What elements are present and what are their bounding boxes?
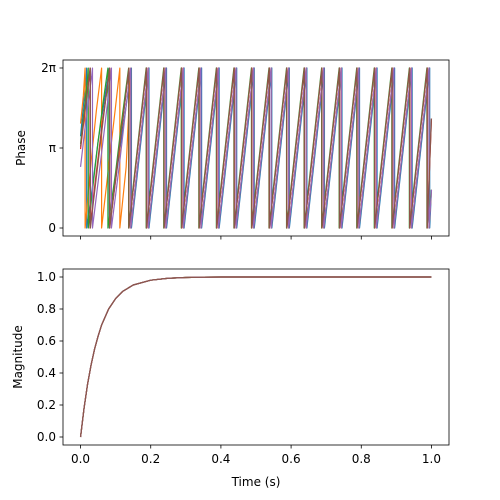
magnitude-ytick-label-2: 0.4 xyxy=(37,366,56,380)
phase-series-group xyxy=(79,67,433,229)
magnitude-xtick-label-3: 0.6 xyxy=(282,452,301,466)
magnitude-ytick-label-4: 0.8 xyxy=(37,302,56,316)
magnitude-ticks: 0.0 0.2 0.4 0.6 0.8 1.0 0.0 0.2 0.4 0.6 0.8 1.0 xyxy=(37,270,441,466)
magnitude-xtick-label-4: 0.8 xyxy=(352,452,371,466)
magnitude-panel: 0.0 0.2 0.4 0.6 0.8 1.0 0.0 0.2 0.4 0.6 0.8 1.0 Mag… xyxy=(11,268,450,489)
time-xlabel: Time (s) xyxy=(231,475,281,489)
magnitude-axes-frame xyxy=(62,268,450,446)
magnitude-ytick-label-5: 1.0 xyxy=(37,270,56,284)
magnitude-ytick-label-0: 0.0 xyxy=(37,430,56,444)
phase-series-line-6 xyxy=(79,67,433,229)
phase-ytick-label-1: π xyxy=(49,141,56,155)
magnitude-ylabel: Magnitude xyxy=(11,325,25,389)
magnitude-xtick-label-5: 1.0 xyxy=(422,452,441,466)
phase-panel: 0 π 2π Phase xyxy=(14,59,450,240)
phase-ticks: 0 π 2π xyxy=(41,61,432,240)
magnitude-series-group xyxy=(79,276,432,438)
phase-ytick-label-2: 2π xyxy=(41,61,56,75)
phase-ylabel: Phase xyxy=(14,130,28,166)
magnitude-ytick-label-1: 0.2 xyxy=(37,398,56,412)
magnitude-xtick-label-0: 0.0 xyxy=(71,452,90,466)
magnitude-ytick-label-3: 0.6 xyxy=(37,334,56,348)
phase-ytick-label-0: 0 xyxy=(48,221,56,235)
magnitude-series-line-6 xyxy=(79,276,432,438)
magnitude-xtick-label-2: 0.4 xyxy=(211,452,230,466)
magnitude-xtick-label-1: 0.2 xyxy=(141,452,160,466)
phase-series-line-5 xyxy=(79,67,433,229)
